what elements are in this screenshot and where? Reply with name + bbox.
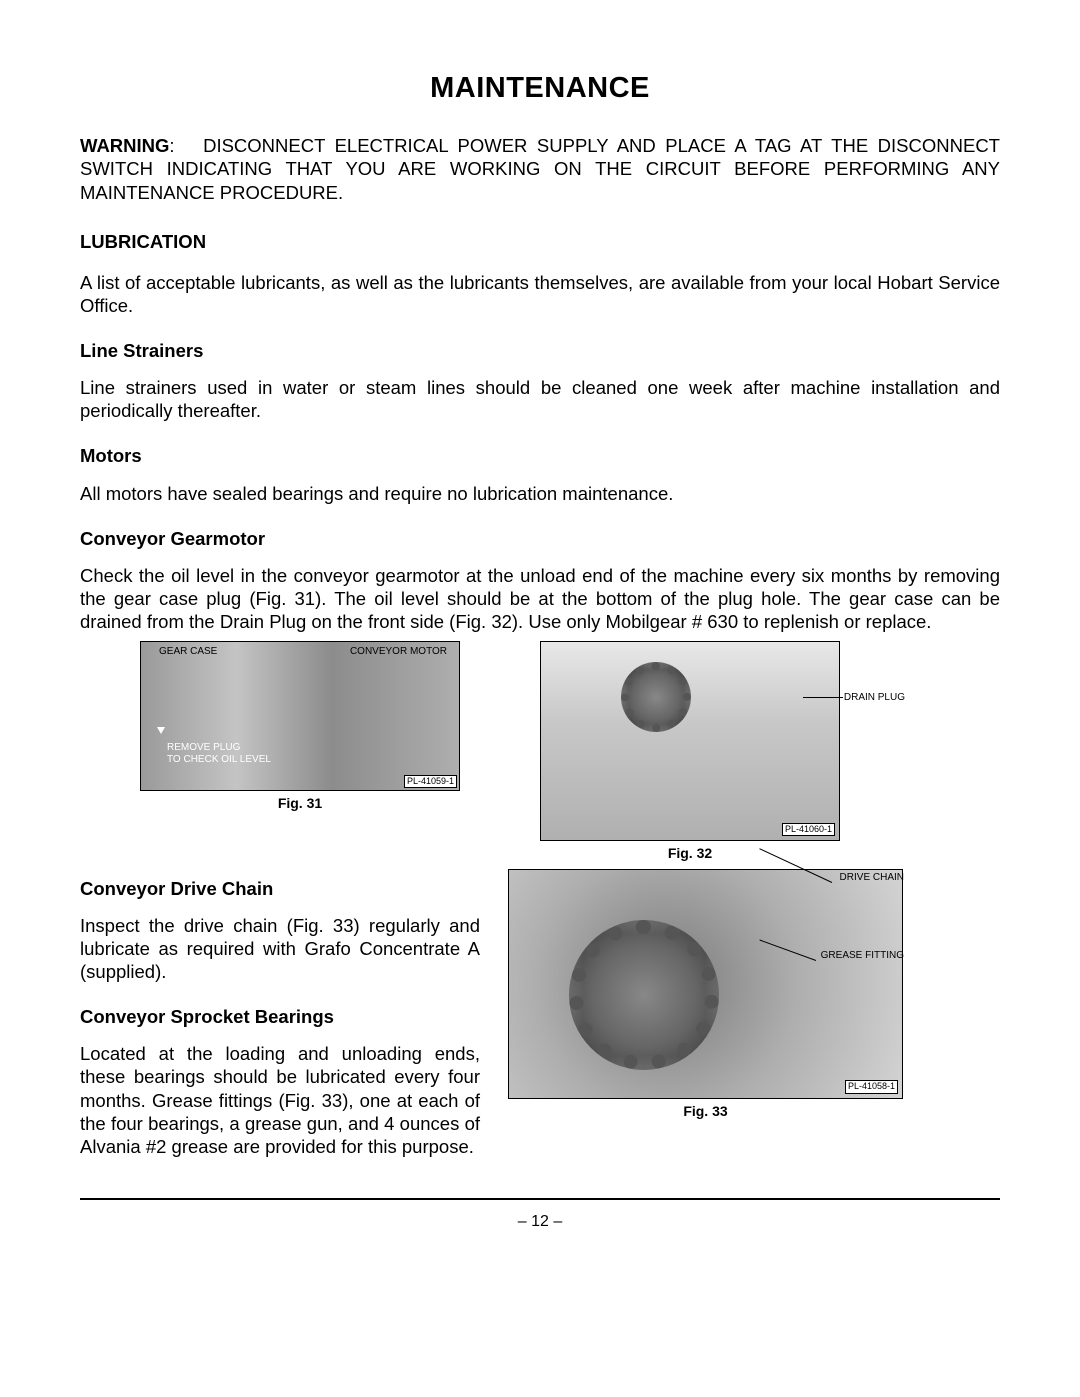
two-column-section: Conveyor Drive Chain Inspect the drive c… [80, 869, 1000, 1180]
heading-sprocket-bearings: Conveyor Sprocket Bearings [80, 1005, 480, 1028]
label-drive-chain: DRIVE CHAIN [840, 872, 904, 885]
para-motors: All motors have sealed bearings and requ… [80, 482, 1000, 505]
label-grease-fitting: GREASE FITTING [821, 950, 904, 963]
ref-fig-32: PL-41060-1 [782, 823, 835, 836]
figure-32-col: DRAIN PLUG PL-41060-1 Fig. 32 [540, 641, 840, 863]
para-drive-chain: Inspect the drive chain (Fig. 33) regula… [80, 914, 480, 983]
para-lubrication: A list of acceptable lubricants, as well… [80, 271, 1000, 317]
figure-33-col: DRIVE CHAIN GREASE FITTING PL-41058-1 Fi… [508, 869, 903, 1180]
heading-drive-chain: Conveyor Drive Chain [80, 877, 480, 900]
page-number: – 12 – [80, 1212, 1000, 1232]
ref-fig-31: PL-41059-1 [404, 775, 457, 788]
label-drain-plug: DRAIN PLUG [844, 692, 905, 705]
para-sprocket-bearings: Located at the loading and unloading end… [80, 1042, 480, 1158]
figure-31-col: GEAR CASE CONVEYOR MOTOR REMOVE PLUG TO … [140, 641, 460, 863]
heading-lubrication: LUBRICATION [80, 230, 1000, 253]
label-remove-plug-1: REMOVE PLUG [167, 742, 240, 755]
label-remove-plug-2: TO CHECK OIL LEVEL [167, 754, 271, 767]
figure-32: DRAIN PLUG PL-41060-1 [540, 641, 840, 841]
warning-paragraph: WARNING: DISCONNECT ELECTRICAL POWER SUP… [80, 134, 1000, 203]
figure-31: GEAR CASE CONVEYOR MOTOR REMOVE PLUG TO … [140, 641, 460, 791]
warning-text: : DISCONNECT ELECTRICAL POWER SUPPLY AND… [80, 135, 1000, 202]
left-text-col: Conveyor Drive Chain Inspect the drive c… [80, 869, 480, 1180]
page-title: MAINTENANCE [80, 70, 1000, 106]
leader-line [759, 939, 816, 960]
label-conveyor-motor: CONVEYOR MOTOR [350, 646, 447, 659]
heading-motors: Motors [80, 444, 1000, 467]
label-gear-case: GEAR CASE [159, 646, 217, 659]
figure-row-31-32: GEAR CASE CONVEYOR MOTOR REMOVE PLUG TO … [80, 641, 1000, 863]
figure-33: DRIVE CHAIN GREASE FITTING PL-41058-1 [508, 869, 903, 1099]
caption-fig-31: Fig. 31 [278, 795, 322, 813]
para-gearmotor: Check the oil level in the conveyor gear… [80, 564, 1000, 633]
para-line-strainers: Line strainers used in water or steam li… [80, 376, 1000, 422]
sprocket-icon [569, 920, 719, 1070]
caption-fig-32: Fig. 32 [668, 845, 712, 863]
arrow-icon [157, 727, 165, 734]
heading-gearmotor: Conveyor Gearmotor [80, 527, 1000, 550]
caption-fig-33: Fig. 33 [683, 1103, 727, 1121]
bottom-rule [80, 1198, 1000, 1200]
leader-line [803, 697, 843, 698]
heading-line-strainers: Line Strainers [80, 339, 1000, 362]
warning-label: WARNING [80, 135, 169, 156]
sprocket-icon [621, 662, 691, 732]
ref-fig-33: PL-41058-1 [845, 1080, 898, 1093]
